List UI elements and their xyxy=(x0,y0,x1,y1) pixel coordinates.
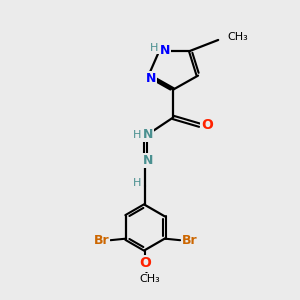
Text: H: H xyxy=(133,178,141,188)
Text: H: H xyxy=(149,43,158,53)
Text: Br: Br xyxy=(182,234,197,247)
Text: O: O xyxy=(140,256,151,270)
Text: O: O xyxy=(201,118,213,132)
Text: N: N xyxy=(142,154,153,167)
Text: N: N xyxy=(160,44,170,57)
Text: CH₃: CH₃ xyxy=(140,274,160,284)
Text: N: N xyxy=(146,72,156,85)
Text: Br: Br xyxy=(93,234,109,247)
Text: CH₃: CH₃ xyxy=(227,32,248,42)
Text: H: H xyxy=(133,130,141,140)
Text: N: N xyxy=(142,128,153,141)
